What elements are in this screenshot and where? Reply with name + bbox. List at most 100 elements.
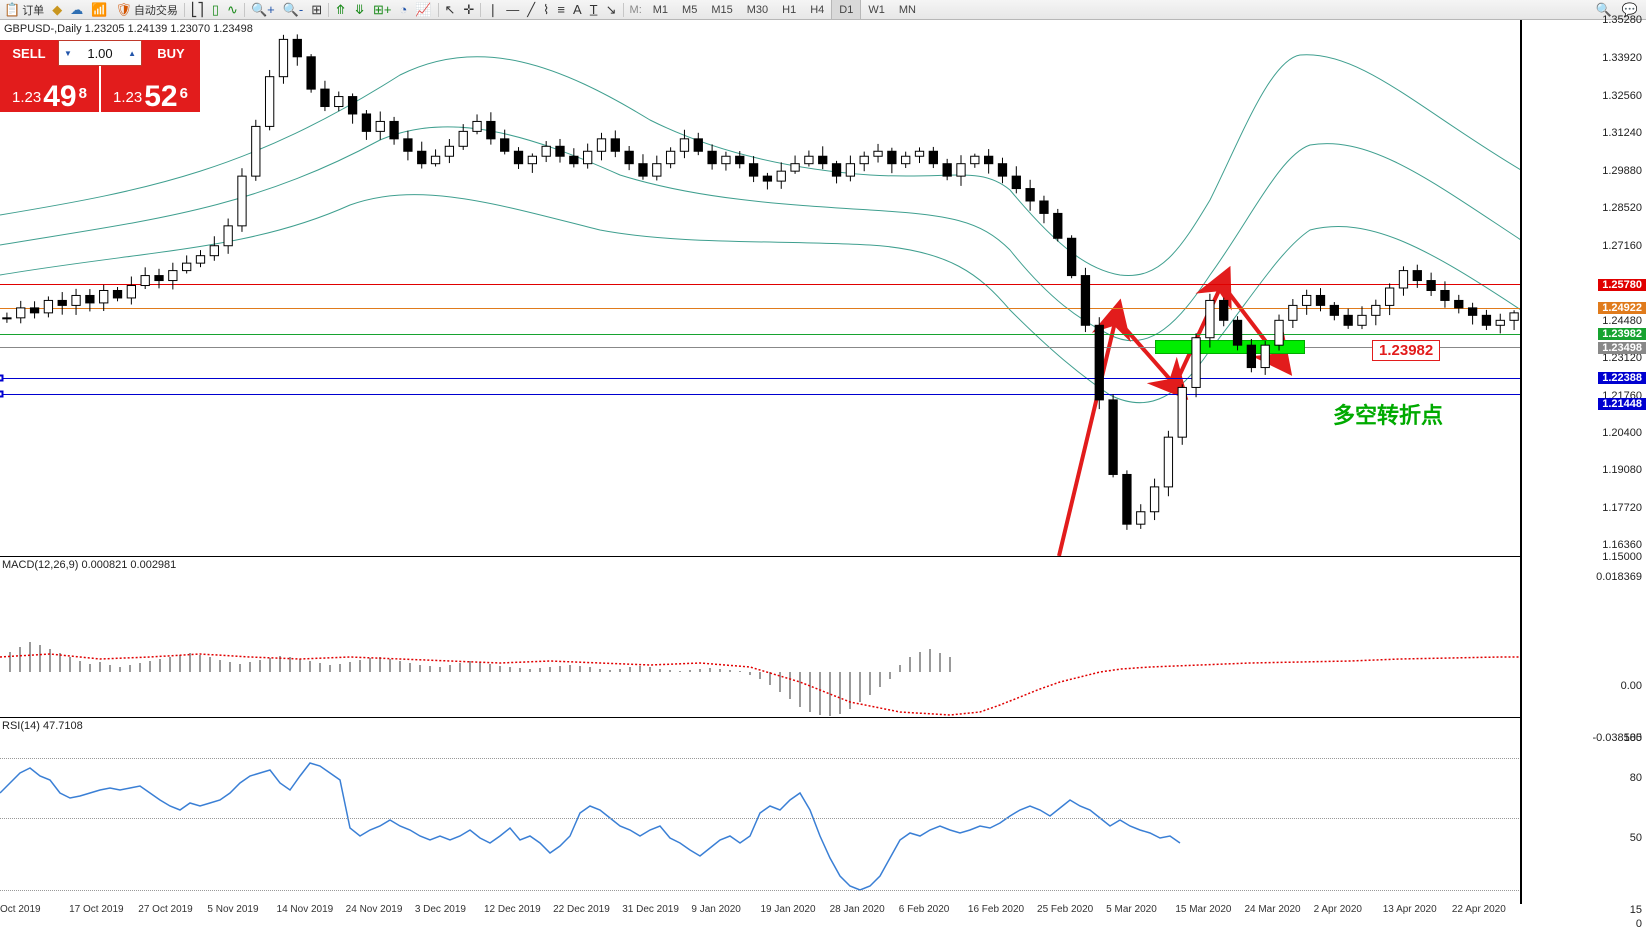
price-tick: 1.32560 — [1602, 90, 1642, 102]
price-tick: 1.28520 — [1602, 202, 1642, 214]
price-tick: 1.27160 — [1602, 240, 1642, 252]
timeframe-selector[interactable]: M1 M5 M15 M30 H1 H4 D1 W1 MN — [646, 0, 923, 19]
volume-increase-icon[interactable]: ▲ — [125, 49, 139, 58]
price-tick: 1.29880 — [1602, 165, 1642, 177]
date-tick-6[interactable]: 3 Dec 2019 — [415, 904, 466, 915]
main-toolbar: 📋 订单 ◆ ☁ 📶 🛡 自动交易 ⎣⎤ ▯ ∿ 🔍+ 🔍- ⊞ ⤊ ⤋ ⊞+ … — [0, 0, 1646, 20]
candles-generated — [0, 20, 1521, 557]
rsi-tick: 80 — [1630, 772, 1642, 784]
rsi-series — [0, 718, 1521, 904]
date-tick-21[interactable]: 22 Apr 2020 — [1452, 904, 1506, 915]
hline-price-badge[interactable]: 1.23982 — [1598, 328, 1646, 340]
rsi-tick: 50 — [1630, 832, 1642, 844]
object-icon[interactable]: T̲ — [586, 0, 602, 19]
price-tick: 1.31240 — [1602, 127, 1642, 139]
price-tick: 1.23120 — [1602, 352, 1642, 364]
date-tick-15[interactable]: 25 Feb 2020 — [1037, 904, 1093, 915]
horizontal-line-icon[interactable]: — — [502, 0, 523, 19]
tf-d1[interactable]: D1 — [831, 0, 861, 19]
zoom-out-icon[interactable]: 🔍- — [279, 0, 308, 19]
alerts-icon[interactable]: 📈 — [411, 0, 435, 19]
tf-m15[interactable]: M15 — [704, 0, 739, 19]
hline-price-badge[interactable]: 1.25780 — [1598, 279, 1646, 291]
price-tick: 1.33920 — [1602, 52, 1642, 64]
date-tick-5[interactable]: 24 Nov 2019 — [346, 904, 403, 915]
zoom-in-icon[interactable]: 🔍+ — [247, 0, 279, 19]
trendline-icon[interactable]: ╱ — [523, 0, 539, 19]
fibonacci-icon[interactable]: ⌇ — [539, 0, 553, 19]
rsi-label: RSI(14) 47.7108 — [2, 720, 83, 732]
rsi-indicator-panel[interactable]: RSI(14) 47.7108 — [0, 718, 1521, 904]
line-chart-icon[interactable]: ∿ — [223, 0, 242, 19]
date-tick-9[interactable]: 31 Dec 2019 — [622, 904, 679, 915]
tf-w1[interactable]: W1 — [861, 0, 892, 19]
text-tool-icon[interactable]: A — [569, 0, 586, 19]
history-icon-button[interactable]: ◆ — [48, 0, 66, 19]
date-tick-14[interactable]: 16 Feb 2020 — [968, 904, 1024, 915]
date-tick-1[interactable]: 17 Oct 2019 — [69, 904, 123, 915]
macd-tick: 0.018369 — [1596, 571, 1642, 583]
tf-mn[interactable]: MN — [892, 0, 923, 19]
orders-menu[interactable]: 📋 订单 — [0, 0, 48, 19]
sell-price-display[interactable]: 1.23 49 8 — [0, 66, 99, 112]
price-chart-panel[interactable]: 1.23982 多空转折点 — [0, 20, 1521, 557]
hline-price-badge[interactable]: 1.21448 — [1598, 398, 1646, 410]
vertical-line-icon[interactable]: ❘ — [483, 0, 502, 19]
equal-icon[interactable]: ≡ — [553, 0, 569, 19]
expert-icon[interactable]: ◔ — [395, 0, 411, 19]
price-axis[interactable]: 1.35280 1.33920 1.32560 1.31240 1.29880 1.285… — [1521, 20, 1646, 904]
tf-m30[interactable]: M30 — [740, 0, 775, 19]
symbol-info-label: GBPUSD-,Daily 1.23205 1.24139 1.23070 1.… — [4, 23, 253, 35]
signal-icon-button[interactable]: 📶 — [87, 0, 111, 19]
volume-stepper[interactable]: ▼ 1.00 ▲ — [58, 40, 142, 66]
date-tick-17[interactable]: 15 Mar 2020 — [1175, 904, 1231, 915]
date-tick-12[interactable]: 28 Jan 2020 — [830, 904, 885, 915]
tf-m1[interactable]: M1 — [646, 0, 675, 19]
indicator-down-icon[interactable]: ⤋ — [350, 0, 369, 19]
price-tick: 1.24480 — [1602, 315, 1642, 327]
date-axis-labels[interactable]: Oct 2019 17 Oct 2019 27 Oct 2019 5 Nov 2019… — [0, 904, 1521, 924]
macd-indicator-panel[interactable]: MACD(12,26,9) 0.000821 0.002981 — [0, 557, 1521, 718]
tf-h4[interactable]: H4 — [803, 0, 831, 19]
date-tick-0[interactable]: Oct 2019 — [0, 904, 41, 915]
indicator-up-icon[interactable]: ⤊ — [331, 0, 350, 19]
volume-decrease-icon[interactable]: ▼ — [61, 49, 75, 58]
tf-m5[interactable]: M5 — [675, 0, 704, 19]
price-tick: 1.19080 — [1602, 464, 1642, 476]
date-tick-8[interactable]: 22 Dec 2019 — [553, 904, 610, 915]
grid-icon[interactable]: ⊞ — [307, 0, 326, 19]
sell-button[interactable]: SELL — [0, 40, 58, 66]
macd-label: MACD(12,26,9) 0.000821 0.002981 — [2, 559, 176, 571]
date-tick-19[interactable]: 2 Apr 2020 — [1314, 904, 1362, 915]
date-tick-2[interactable]: 27 Oct 2019 — [138, 904, 192, 915]
date-tick-10[interactable]: 9 Jan 2020 — [691, 904, 741, 915]
buy-button[interactable]: BUY — [142, 40, 200, 66]
hline-price-badge[interactable]: 1.24922 — [1598, 302, 1646, 314]
date-tick-3[interactable]: 5 Nov 2019 — [207, 904, 258, 915]
price-tick: 1.15000 — [1602, 551, 1642, 563]
date-tick-13[interactable]: 6 Feb 2020 — [899, 904, 950, 915]
cursor-icon[interactable]: ↖ — [441, 0, 460, 19]
candlestick-chart-icon[interactable]: ▯ — [208, 0, 223, 19]
hline-price-badge[interactable]: 1.22388 — [1598, 372, 1646, 384]
macd-series — [0, 557, 1521, 718]
new-order-icon[interactable]: ⊞+ — [369, 0, 395, 19]
buy-price-display[interactable]: 1.23 52 6 — [101, 66, 200, 112]
date-tick-11[interactable]: 19 Jan 2020 — [761, 904, 816, 915]
tf-h1[interactable]: H1 — [775, 0, 803, 19]
trading-platform-window: 📋 订单 ◆ ☁ 📶 🛡 自动交易 ⎣⎤ ▯ ∿ 🔍+ 🔍- ⊞ ⤊ ⤋ ⊞+ … — [0, 0, 1646, 924]
autotrading-button[interactable]: 🛡 自动交易 — [111, 0, 182, 19]
rsi-tick: 0 — [1636, 918, 1642, 930]
order-entry-panel: SELL ▼ 1.00 ▲ BUY 1.23 49 8 1.23 52 6 — [0, 40, 200, 112]
hline-price-badge[interactable]: 1.23498 — [1598, 342, 1646, 354]
rsi-tick: 15 — [1630, 904, 1642, 916]
cloud-icon-button[interactable]: ☁ — [66, 0, 87, 19]
date-tick-4[interactable]: 14 Nov 2019 — [277, 904, 334, 915]
bars-chart-icon[interactable]: ⎣⎤ — [187, 0, 208, 19]
date-tick-7[interactable]: 12 Dec 2019 — [484, 904, 541, 915]
crosshair-icon[interactable]: ✛ — [459, 0, 478, 19]
arrow-tool-icon[interactable]: ↘ — [602, 0, 621, 19]
date-tick-20[interactable]: 13 Apr 2020 — [1383, 904, 1437, 915]
date-tick-16[interactable]: 5 Mar 2020 — [1106, 904, 1157, 915]
date-tick-18[interactable]: 24 Mar 2020 — [1244, 904, 1300, 915]
